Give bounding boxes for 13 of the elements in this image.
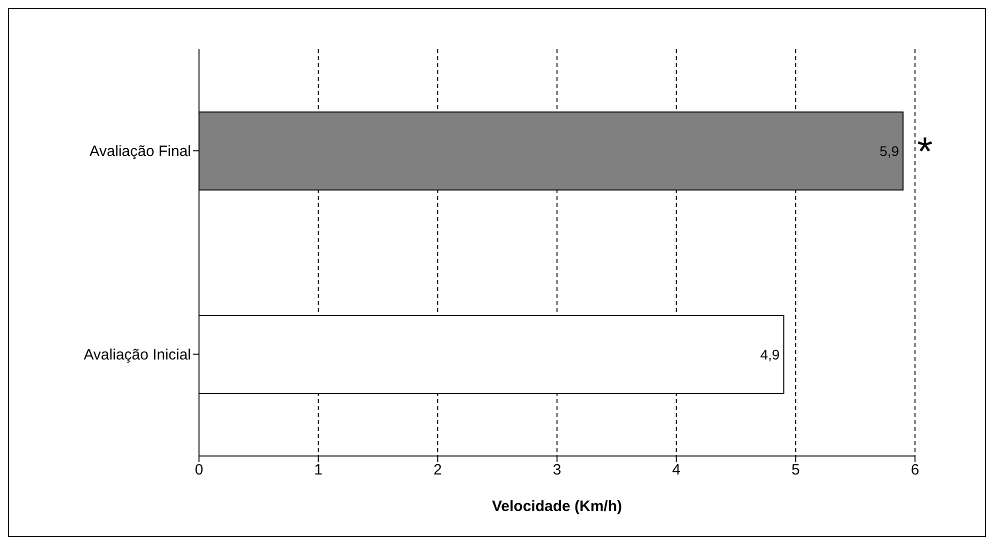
x-tick-label: 4 <box>672 462 681 479</box>
y-tick-label: Avaliação Inicial <box>84 346 191 364</box>
y-tick-label: Avaliação Final <box>90 143 191 160</box>
x-tick-label: 6 <box>910 462 920 479</box>
x-tick-label: 3 <box>552 462 562 479</box>
data-label: 4,9 <box>760 346 780 362</box>
x-tick-label: 1 <box>314 462 323 479</box>
annotation: * <box>917 130 933 174</box>
x-tick-label: 0 <box>194 462 204 479</box>
data-label: 5,9 <box>880 143 900 159</box>
x-tick-label: 5 <box>791 462 800 479</box>
x-tick-label: 2 <box>433 462 442 479</box>
x-axis-title: Velocidade (Km/h) <box>492 498 622 515</box>
